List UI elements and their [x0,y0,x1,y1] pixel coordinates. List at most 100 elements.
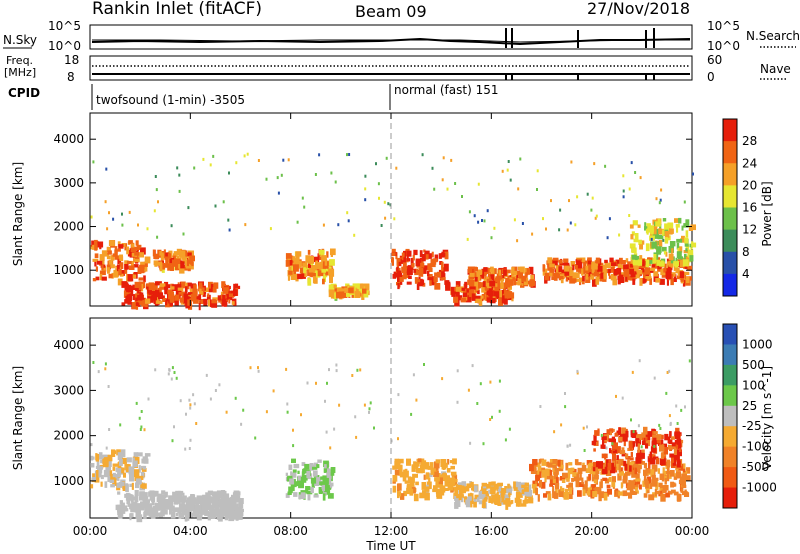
velocity-cell [544,475,547,483]
velocity-cell [513,487,518,491]
power-cell [95,276,100,281]
power-cell [662,218,667,222]
velocity-cell [313,470,318,477]
power-cell [612,278,618,286]
power-cell [99,254,105,261]
power-cell [124,243,128,251]
velocity-sparse-cell [356,368,359,372]
power-cell [500,279,503,286]
x-tick-label: 00:00 [73,524,108,538]
velocity-cell [110,475,115,482]
velocity-cell [675,471,682,478]
velocity-sparse-cell [104,362,107,366]
power-cell [95,266,98,272]
power-cell [165,300,169,305]
velocity-sparse-cell [566,444,569,448]
velocity-cell [398,464,403,469]
power-sparse-cell [347,219,350,223]
power-cell [635,274,640,279]
power-cell [212,297,218,301]
power-cell [428,253,432,259]
velocity-cell [161,490,166,495]
power-cell [333,284,337,288]
velocity-cell [412,473,418,478]
velocity-colorbar-tick: 25 [742,399,757,413]
velocity-cell [532,459,538,466]
velocity-sparse-cell [214,389,217,392]
velocity-cell [585,468,591,473]
power-cell [604,259,608,263]
velocity-cell [175,512,179,517]
power-sparse-cell [433,187,436,191]
power-cell [112,253,117,257]
power-cell [649,260,654,264]
power-cell [180,281,186,289]
power-cell [519,272,523,279]
velocity-cell [138,465,141,473]
power-cell [576,267,581,272]
velocity-cell [670,456,675,463]
velocity-cell [144,492,148,499]
power-cell [668,265,673,271]
power-cell [679,271,685,278]
velocity-cell [199,495,202,501]
power-cell [164,286,168,295]
velocity-cell [497,482,503,486]
power-sparse-cell [634,171,637,174]
velocity-cell [456,494,460,499]
power-sparse-cell [137,223,139,227]
power-cell [169,302,173,307]
power-cell [564,265,570,272]
velocity-cell [203,509,208,515]
velocity-cell [180,508,184,512]
velocity-cell [615,490,619,496]
velocity-cell [553,471,558,480]
velocity-cell [660,434,664,439]
velocity-cell [404,480,411,484]
velocity-cell [123,472,126,478]
power-cell [564,268,570,276]
power-cell [678,217,682,224]
power-cell [299,267,304,274]
power-cell [132,274,137,279]
power-cell [304,270,307,277]
power-cell [639,255,643,262]
power-cell [152,297,156,301]
power-cell [351,293,357,298]
power-colorbar-swatch [723,251,737,275]
power-cell [563,262,570,267]
velocity-cell [129,503,132,510]
velocity-sparse-cell [333,427,336,431]
velocity-region-5 [529,458,691,502]
velocity-cell [604,453,607,460]
power-cell [467,279,473,285]
power-colorbar-swatch [723,273,737,297]
velocity-cell [645,433,651,440]
velocity-cell [158,501,163,509]
power-cell [594,268,598,274]
power-cell [663,250,667,255]
velocity-cell [660,493,666,502]
velocity-cell [423,460,427,468]
power-cell [651,225,657,230]
power-cell [415,260,422,266]
power-cell [500,283,504,289]
power-cell [676,242,680,250]
velocity-cell [177,490,184,495]
velocity-cell [225,503,232,510]
power-sparse-cell [559,208,562,212]
velocity-cell [124,457,127,464]
power-cell [421,259,424,264]
velocity-cell [143,511,147,520]
velocity-cell [163,509,168,515]
power-cell [664,223,671,231]
velocity-cell [144,453,151,457]
power-cell [632,278,636,285]
nave-label: Nave [760,62,791,76]
power-sparse-cell [421,153,424,157]
velocity-cell [420,465,424,470]
power-colorbar-swatch [723,163,737,186]
velocity-sparse-cell [669,421,672,425]
power-cell [152,290,157,298]
